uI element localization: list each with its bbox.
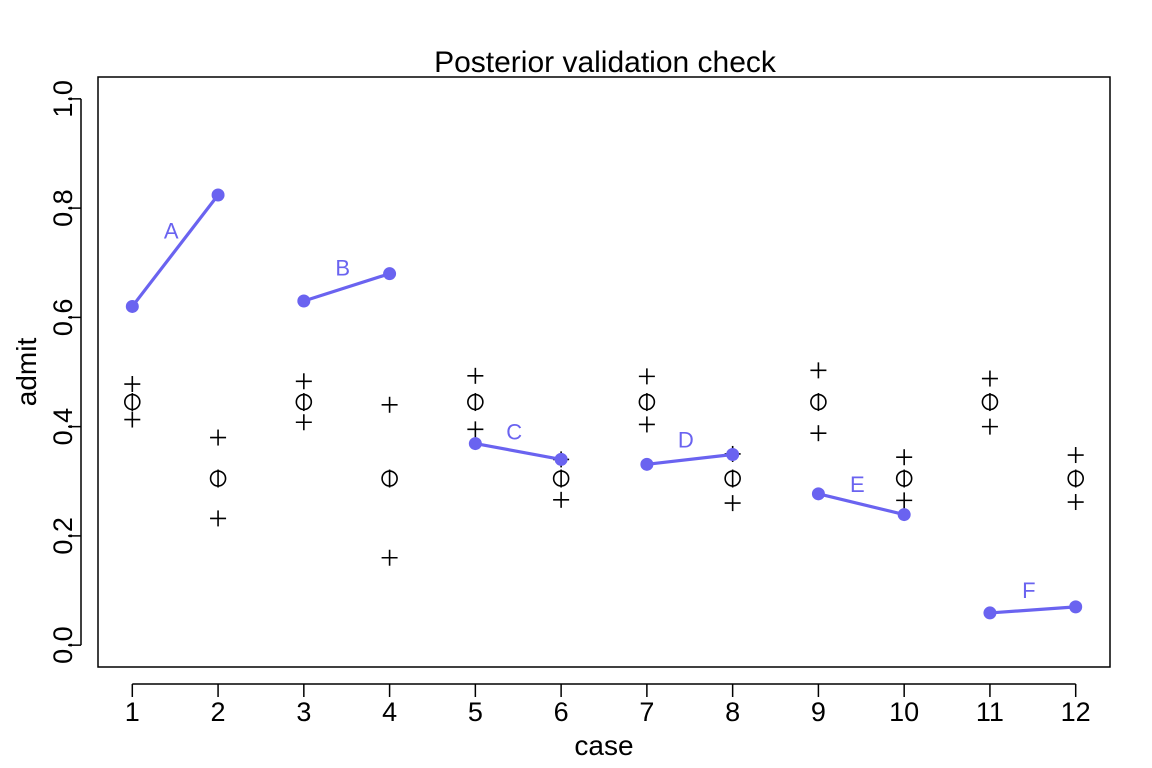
observed-point <box>297 294 311 308</box>
predicted-lower-marker <box>638 416 655 433</box>
group-label: D <box>678 427 694 452</box>
observed-point <box>383 267 397 281</box>
x-tick-label: 4 <box>382 697 397 727</box>
plot-frame <box>97 76 1111 668</box>
predicted-upper-marker <box>638 368 655 385</box>
predicted-lower-marker <box>896 492 913 509</box>
predicted-lower-marker <box>124 411 141 428</box>
observed-point <box>811 487 825 501</box>
y-tick-label: 1.0 <box>48 80 78 118</box>
predicted-lower-marker <box>467 421 484 438</box>
x-tick-label: 1 <box>125 697 140 727</box>
y-axis-label: admit <box>11 338 42 407</box>
observed-point <box>640 457 654 471</box>
x-tick-label: 9 <box>811 697 826 727</box>
group-label: B <box>335 255 350 280</box>
x-tick-label: 6 <box>554 697 569 727</box>
predicted-upper-marker <box>467 367 484 384</box>
predicted-upper-marker <box>1067 447 1084 464</box>
observed-point <box>211 188 225 202</box>
x-axis: 1 2 3 4 5 6 7 8 9 10 11 12 <box>125 683 1091 727</box>
observed-line-D <box>646 452 733 466</box>
y-axis: 0.0 0.2 0.4 0.6 0.8 1.0 <box>48 80 82 664</box>
observed-line-C <box>475 441 562 461</box>
predicted-lower-marker <box>553 491 570 508</box>
predicted-markers <box>124 362 1084 566</box>
group-label: A <box>164 219 179 244</box>
chart-title: Posterior validation check <box>434 46 777 79</box>
predicted-lower-marker <box>381 549 398 566</box>
predicted-lower-marker <box>295 414 312 431</box>
x-tick-label: 10 <box>889 697 919 727</box>
predicted-lower-marker <box>810 425 827 442</box>
observed-line-E <box>818 492 905 517</box>
y-tick-label: 0.2 <box>48 517 78 555</box>
observed-point <box>983 606 997 620</box>
x-tick-label: 2 <box>211 697 226 727</box>
x-tick-label: 11 <box>976 697 1004 727</box>
x-tick-label: 7 <box>639 697 654 727</box>
predicted-upper-marker <box>295 373 312 390</box>
predicted-lower-marker <box>210 510 227 527</box>
predicted-upper-marker <box>981 370 998 387</box>
observed-point <box>1069 600 1083 614</box>
predicted-upper-marker <box>210 429 227 446</box>
predicted-lower-marker <box>981 418 998 435</box>
group-label: E <box>850 472 865 497</box>
x-axis-label: case <box>574 730 633 761</box>
observed-point <box>726 447 740 461</box>
predicted-lower-marker <box>1067 494 1084 511</box>
y-tick-label: 0.6 <box>48 299 78 337</box>
x-tick-label: 12 <box>1061 697 1091 727</box>
observed-line-F <box>989 605 1076 615</box>
observed-point <box>897 508 911 522</box>
y-tick-label: 0.0 <box>48 626 78 664</box>
observed-line-B <box>303 272 391 303</box>
predicted-upper-marker <box>381 396 398 413</box>
predicted-upper-marker <box>896 449 913 466</box>
x-tick-label: 8 <box>725 697 740 727</box>
x-tick-label: 5 <box>468 697 483 727</box>
group-label: C <box>506 419 522 444</box>
observed-point <box>468 437 482 451</box>
y-tick-label: 0.8 <box>48 189 78 227</box>
observed-series: A B C D E F <box>125 188 1083 620</box>
y-tick-label: 0.4 <box>48 408 78 446</box>
predicted-upper-marker <box>810 362 827 379</box>
group-label: F <box>1022 578 1035 603</box>
x-tick-label: 3 <box>296 697 311 727</box>
observed-point <box>125 299 139 313</box>
predicted-upper-marker <box>124 376 141 393</box>
observed-line-A <box>131 194 220 308</box>
predicted-lower-marker <box>724 495 741 512</box>
observed-point <box>554 452 568 466</box>
